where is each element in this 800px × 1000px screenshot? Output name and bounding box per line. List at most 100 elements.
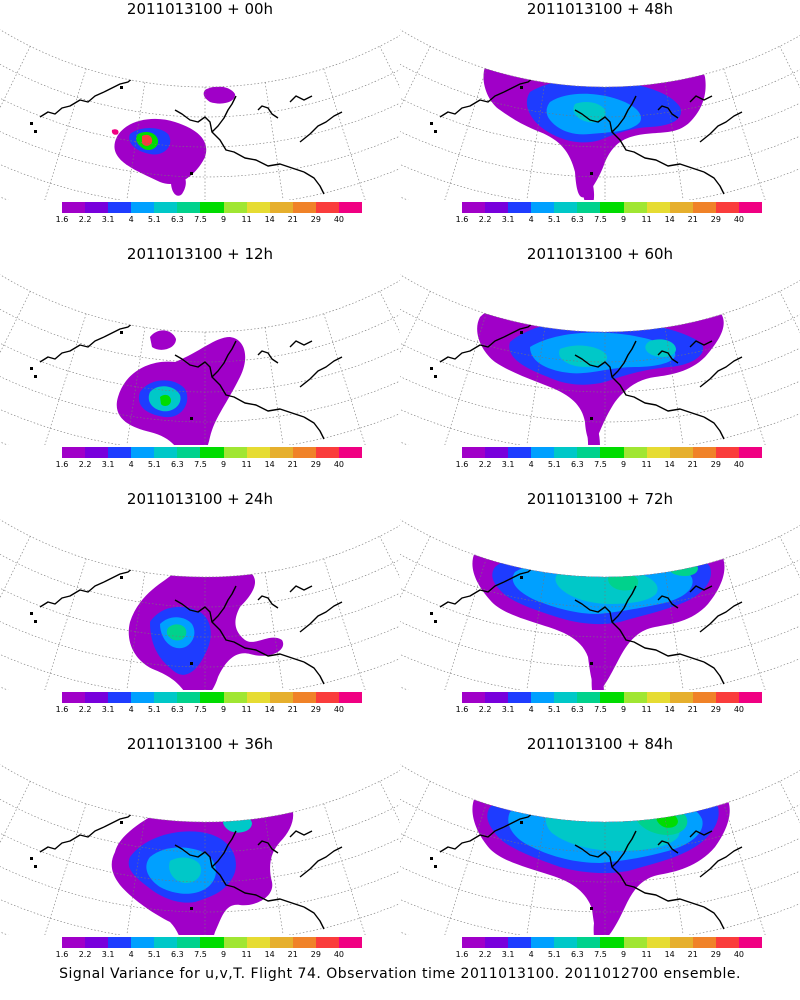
colorbar-swatch: [108, 692, 132, 703]
island-marker: [430, 857, 433, 860]
colorbar-tick-label: 2.2: [478, 705, 492, 714]
meridian-line: [521, 82, 546, 200]
island-marker: [250, 295, 253, 298]
map-panel: 2011013100 + 00h 1.6 2.2 3.1 4 5.1 6.3 7.5 9 11 14…: [0, 0, 400, 245]
colorbar-swatch: [315, 447, 339, 458]
coastline: [303, 416, 325, 440]
colorbar-swatch: [177, 692, 201, 703]
colorbar: [462, 447, 763, 458]
colorbar-tick-label: 3.1: [501, 705, 515, 714]
colorbar-tick-label: 5.1: [547, 705, 561, 714]
island-marker: [590, 172, 593, 175]
colorbar-tick-label: 9: [220, 705, 227, 714]
colorbar-tick-label: 14: [664, 215, 675, 224]
coastline: [574, 844, 705, 908]
variance-plume: [582, 172, 595, 200]
meridian-line: [121, 572, 146, 690]
coastline: [639, 792, 693, 802]
colorbar-swatch: [154, 202, 178, 213]
colorbar-tick-label: 11: [241, 950, 252, 959]
panel-title: 2011013100 + 48h: [526, 0, 674, 18]
parallel-line: [0, 309, 400, 393]
parallel-line: [400, 64, 800, 148]
colorbar-swatch: [200, 447, 224, 458]
colorbar-tick-label: 40: [733, 460, 745, 469]
colorbar-swatch: [508, 202, 532, 213]
colorbar-tick-label: 7.5: [594, 950, 607, 959]
island-marker: [650, 50, 653, 53]
colorbar-swatch: [200, 692, 224, 703]
colorbar-swatch: [292, 447, 316, 458]
island-marker: [120, 821, 123, 824]
coastline: [39, 336, 105, 363]
colorbar: [62, 692, 363, 703]
variance-contour: [160, 394, 171, 406]
variance-plume: [591, 662, 604, 690]
colorbar-swatch: [338, 202, 363, 213]
island-marker: [34, 620, 37, 623]
parallel-line: [400, 554, 800, 638]
coastline: [299, 356, 343, 388]
colorbar-tick-label: 5.1: [147, 950, 161, 959]
panel-title: 2011013100 + 12h: [126, 245, 274, 263]
coastline: [689, 340, 713, 348]
island-marker: [656, 562, 659, 565]
meridian-line: [0, 291, 31, 426]
coastline: [103, 73, 149, 93]
meridian-line: [323, 68, 370, 200]
map-panel: 2011013100 + 36h 1.6 2.2 3.1 4 5.1 6.3 7.5 9 11 14…: [0, 735, 400, 980]
colorbar-swatch: [738, 937, 763, 948]
colorbar-swatch: [623, 202, 647, 213]
island-marker: [430, 122, 433, 125]
colorbar-swatch: [646, 447, 670, 458]
colorbar-tick-label: 1.6: [455, 215, 469, 224]
colorbar-swatch: [577, 937, 601, 948]
colorbar-swatch: [485, 447, 509, 458]
coastline: [299, 846, 343, 878]
colorbar: [62, 202, 363, 213]
coastline: [689, 95, 713, 103]
colorbar-tick-label: 6.3: [571, 215, 584, 224]
island-marker: [434, 620, 437, 623]
colorbar-swatch: [600, 692, 624, 703]
colorbar-swatch: [246, 692, 270, 703]
colorbar-tick-label: 6.3: [571, 460, 584, 469]
island-marker: [190, 907, 193, 910]
colorbar-tick-label: 1.6: [455, 950, 469, 959]
colorbar-tick-label: 29: [710, 950, 721, 959]
colorbar-tick-label: 3.1: [501, 460, 515, 469]
colorbar-labels: 1.6 2.2 3.1 4 5.1 6.3 7.5 9 11 14 21 29 40: [55, 705, 365, 717]
coastline: [703, 906, 725, 930]
colorbar-swatch: [131, 937, 155, 948]
meridian-line: [0, 781, 31, 916]
panel-title: 2011013100 + 00h: [126, 0, 274, 18]
coastline: [289, 585, 313, 593]
colorbar-swatch: [85, 447, 109, 458]
polar-map: [0, 274, 400, 445]
panel-title: 2011013100 + 72h: [526, 490, 674, 508]
meridian-line: [521, 817, 546, 935]
colorbar-tick-label: 21: [287, 705, 298, 714]
coastline: [174, 109, 305, 173]
colorbar-swatch: [462, 202, 486, 213]
coastline: [611, 95, 637, 133]
meridian-line: [40, 803, 87, 935]
colorbar-swatch: [62, 202, 86, 213]
meridian-line: [379, 46, 400, 181]
island-marker: [662, 544, 665, 547]
island-marker: [250, 50, 253, 53]
colorbar-tick-label: 6.3: [171, 215, 184, 224]
island-marker: [520, 331, 523, 334]
coastline: [303, 906, 325, 930]
colorbar-tick-label: 11: [641, 950, 652, 959]
colorbar-swatch: [108, 202, 132, 213]
meridian-line: [264, 82, 289, 200]
colorbar-tick-label: 14: [264, 215, 275, 224]
colorbar-swatch: [462, 692, 486, 703]
colorbar: [462, 692, 763, 703]
colorbar-swatch: [85, 202, 109, 213]
map-panel: 2011013100 + 24h 1.6 2.2 3.1 4 5.1 6.3 7.5 9 11 14…: [0, 490, 400, 735]
colorbar-tick-label: 14: [264, 705, 275, 714]
colorbar-tick-label: 4: [128, 705, 134, 714]
coastline: [439, 336, 505, 363]
